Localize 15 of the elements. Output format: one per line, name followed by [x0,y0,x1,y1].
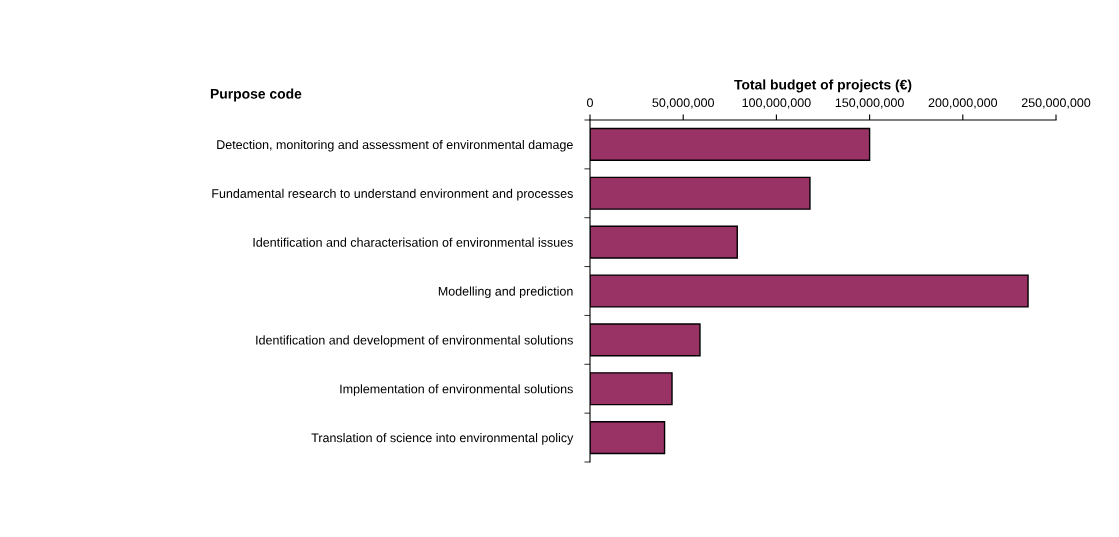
x-tick-label: 250,000,000 [1021,98,1091,109]
y-tick-label: Fundamental research to understand environment and processes [212,188,573,201]
y-tick-label: Implementation of environmental solutions [340,384,573,396]
y-tick-label: Identification and characterisation of environmental issues [253,237,573,247]
y-axis-title: Purpose code [210,88,302,102]
x-tick-label: 50,000,000 [652,98,714,109]
y-tick-label: Detection, monitoring and assessment of environmental damage [217,139,573,152]
y-tick-label: Identification and development of environmental solutions [256,335,573,347]
chart-title: Total budget of projects (€) [734,79,912,93]
x-tick-label: 150,000,000 [835,98,904,109]
x-tick-label: 100,000,000 [742,98,811,109]
x-tick-label: 200,000,000 [928,98,998,109]
x-tick-label: 0 [587,98,593,108]
y-tick-label: Modelling and prediction [438,286,573,299]
y-tick-label: Translation of science into environmental policy [311,433,574,445]
